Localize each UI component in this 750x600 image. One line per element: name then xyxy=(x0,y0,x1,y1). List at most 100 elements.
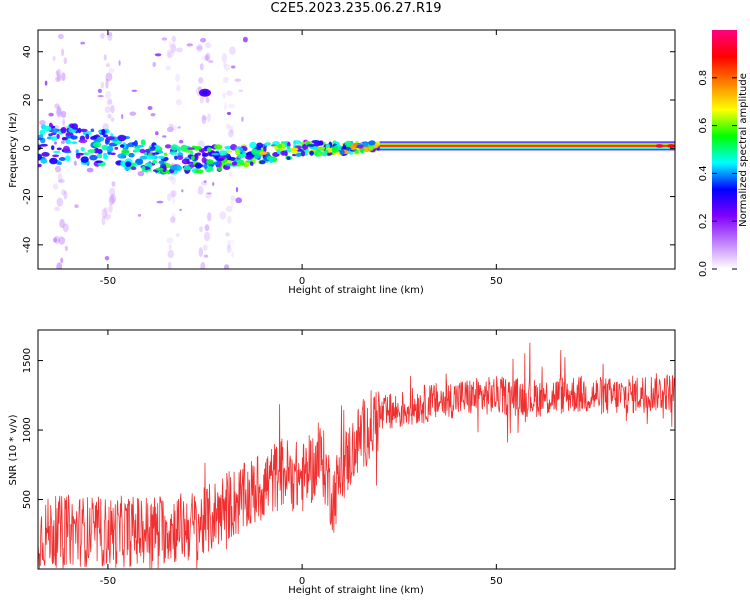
heatmap-cell xyxy=(157,155,165,159)
heatmap-cell xyxy=(218,150,228,156)
heatmap-cell xyxy=(196,43,203,53)
heatmap-cell xyxy=(170,144,179,151)
heatmap-cell xyxy=(180,144,188,152)
heatmap-cell xyxy=(52,55,56,62)
heatmap-cell xyxy=(167,176,174,181)
heatmap-cell xyxy=(105,72,113,82)
heatmap-cell xyxy=(97,95,104,98)
heatmap-cell xyxy=(110,152,116,156)
heatmap-cell xyxy=(317,146,326,151)
heatmap-band xyxy=(379,145,675,147)
y-tick-label: 1000 xyxy=(22,417,33,442)
heatmap-cell xyxy=(290,147,299,152)
heatmap-cell xyxy=(202,244,208,251)
heatmap-cell xyxy=(187,147,195,150)
heatmap-cell xyxy=(331,146,338,153)
heatmap-cell xyxy=(111,181,116,187)
heatmap-cell xyxy=(110,104,115,114)
heatmap-cell xyxy=(181,189,184,193)
heatmap-cell xyxy=(306,144,316,147)
heatmap-cell xyxy=(189,164,196,168)
heatmap-cell xyxy=(168,244,172,250)
heatmap-cell xyxy=(57,161,62,165)
heatmap-cell xyxy=(198,77,204,84)
heatmap-cell xyxy=(195,146,202,150)
heatmap-cell xyxy=(146,148,155,152)
heatmap-cell xyxy=(259,160,266,165)
heatmap-cell xyxy=(54,165,62,173)
heatmap-cell xyxy=(53,237,58,243)
heatmap-cell xyxy=(351,147,356,151)
heatmap-cell xyxy=(227,239,231,249)
heatmap-cell xyxy=(235,197,243,204)
heatmap-cell xyxy=(263,146,267,153)
heatmap-cell xyxy=(213,144,223,150)
heatmap-cell xyxy=(169,151,178,155)
heatmap-cell xyxy=(107,32,113,42)
heatmap-cell xyxy=(78,139,88,144)
heatmap-cell xyxy=(166,49,172,59)
heatmap-cell xyxy=(52,154,60,158)
heatmap-cell xyxy=(62,118,66,127)
heatmap-cell xyxy=(222,92,226,99)
heatmap-cell xyxy=(134,148,142,153)
heatmap-cell xyxy=(152,159,158,164)
heatmap-cell xyxy=(229,171,233,177)
heatmap-cell xyxy=(61,189,66,196)
heatmap-cell xyxy=(89,154,98,161)
heatmap-cell xyxy=(301,150,305,157)
heatmap-cell xyxy=(171,125,178,131)
heatmap-cell xyxy=(52,183,59,190)
heatmap-cell xyxy=(225,232,231,237)
heatmap-cell xyxy=(167,193,172,202)
heatmap-cell xyxy=(309,150,314,156)
heatmap-cell xyxy=(62,145,70,153)
heatmap-cell xyxy=(79,128,88,132)
heatmap-cell xyxy=(58,236,66,245)
heatmap-cell xyxy=(317,152,322,156)
heatmap-cell xyxy=(167,51,175,58)
heatmap-cell xyxy=(53,150,61,154)
heatmap-cell xyxy=(211,152,219,156)
heatmap-cell xyxy=(230,199,234,207)
heatmap-cell xyxy=(71,123,79,130)
heatmap-cell xyxy=(353,142,358,147)
heatmap-cell xyxy=(56,133,60,140)
y-tick-label: -40 xyxy=(22,237,33,253)
heatmap-cell xyxy=(205,97,210,104)
heatmap-cell xyxy=(204,55,209,61)
heatmap-cell xyxy=(166,126,174,133)
snr-xlabel: Height of straight line (km) xyxy=(288,585,424,596)
heatmap-cell xyxy=(54,206,60,211)
heatmap-cell xyxy=(171,194,176,204)
heatmap-cell xyxy=(174,155,178,160)
heatmap-cell xyxy=(107,113,112,119)
heatmap-cell xyxy=(80,41,86,45)
heatmap-cell xyxy=(39,143,49,147)
heatmap-cell xyxy=(155,131,159,136)
x-tick-label: 50 xyxy=(490,576,503,587)
heatmap-cell xyxy=(231,252,235,258)
heatmap-cell xyxy=(74,204,79,209)
colorbar: 0.0 0.2 0.4 0.6 0.8 Normalized spectral ampl… xyxy=(698,30,749,277)
heatmap-cell xyxy=(176,232,180,237)
heatmap-cell xyxy=(38,163,42,168)
x-tick-label: -50 xyxy=(100,276,116,287)
heatmap-cell xyxy=(41,152,50,157)
heatmap-cell xyxy=(60,140,65,144)
heatmap-cell xyxy=(96,136,105,142)
heatmap-cell xyxy=(166,237,174,244)
heatmap-cell xyxy=(141,165,146,173)
heatmap-cell xyxy=(56,147,62,151)
heatmap-cell xyxy=(198,247,203,258)
heatmap-cell xyxy=(39,120,46,126)
heatmap-cell xyxy=(259,151,268,155)
heatmap-cell xyxy=(109,187,116,196)
heatmap-cell xyxy=(147,106,153,110)
heatmap-cell xyxy=(368,140,376,146)
heatmap-cell xyxy=(230,195,236,201)
heatmap-cell xyxy=(120,144,125,148)
heatmap-cell xyxy=(226,244,232,253)
heatmap-cell xyxy=(203,254,209,258)
heatmap-cell xyxy=(139,155,148,160)
